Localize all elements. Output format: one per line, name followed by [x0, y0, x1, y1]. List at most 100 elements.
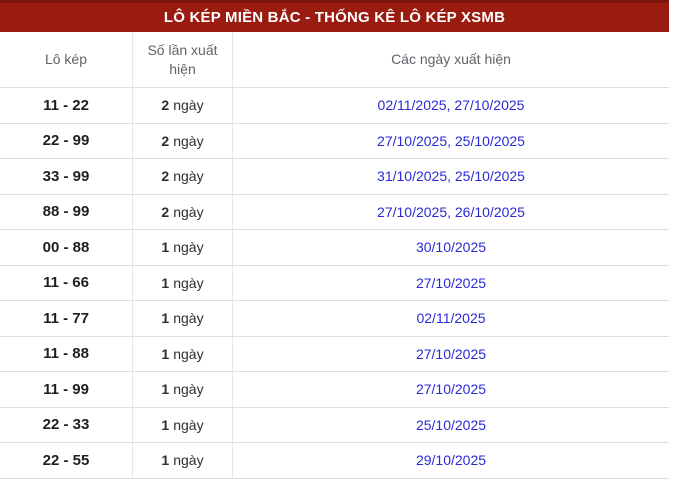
table-row: 22 - 99 2 ngày 27/10/2025, 25/10/2025 [0, 123, 669, 159]
count-number: 2 [161, 97, 170, 114]
pair-cell: 88 - 99 [0, 194, 133, 229]
count-number: 2 [161, 132, 170, 149]
pair-cell: 11 - 22 [0, 88, 133, 123]
count-unit: ngày [173, 345, 204, 362]
date-link[interactable]: 27/10/2025 [454, 97, 525, 114]
count-cell: 2 ngày [133, 194, 233, 229]
date-separator: , [447, 132, 455, 149]
pair-text: 11 - 88 [43, 345, 89, 363]
count-cell: 1 ngày [133, 443, 233, 478]
column-header-so-lan-xuat-hien: Số lần xuất hiện [133, 32, 233, 87]
pair-text: 88 - 99 [42, 203, 90, 221]
table-header-row: Lô kép Số lần xuất hiện Các ngày xuất hi… [0, 32, 669, 88]
table-row: 11 - 99 1 ngày 27/10/2025 [0, 372, 669, 408]
date-link[interactable]: 02/11/2025 [377, 97, 447, 114]
count-unit: ngày [173, 416, 204, 433]
count-cell: 2 ngày [133, 123, 233, 158]
title-bar: LÔ KÉP MIỀN BẮC - THỐNG KÊ LÔ KÉP XSMB [0, 0, 669, 32]
table-row: 00 - 88 1 ngày 30/10/2025 [0, 230, 669, 266]
page-title: LÔ KÉP MIỀN BẮC - THỐNG KÊ LÔ KÉP XSMB [163, 9, 506, 26]
date-separator: , [446, 97, 455, 114]
count-number: 1 [161, 310, 170, 327]
count-unit: ngày [173, 310, 204, 327]
pair-cell: 22 - 99 [0, 123, 133, 158]
count-number: 1 [161, 239, 170, 256]
dates-cell: 29/10/2025 [233, 443, 669, 478]
pair-text: 33 - 99 [42, 167, 90, 185]
pair-cell: 22 - 55 [0, 443, 133, 478]
pair-cell: 11 - 88 [0, 336, 133, 371]
table-row: 22 - 33 1 ngày 25/10/2025 [0, 407, 669, 443]
count-cell: 1 ngày [133, 265, 233, 300]
count-number: 1 [161, 345, 170, 362]
dates-cell: 31/10/2025, 25/10/2025 [233, 159, 669, 194]
count-cell: 2 ngày [133, 88, 233, 123]
date-link[interactable]: 27/10/2025 [377, 132, 448, 149]
dates-cell: 27/10/2025 [233, 337, 669, 372]
date-link[interactable]: 25/10/2025 [415, 416, 487, 433]
count-cell: 2 ngày [133, 159, 233, 194]
dates-cell: 27/10/2025 [233, 266, 669, 301]
pair-cell: 22 - 33 [0, 407, 133, 442]
count-number: 1 [161, 274, 170, 291]
dates-cell: 27/10/2025, 25/10/2025 [233, 124, 669, 159]
column-header-cac-ngay-xuat-hien: Các ngày xuất hiện [391, 51, 511, 67]
date-link[interactable]: 27/10/2025 [415, 381, 487, 398]
table-row: 33 - 99 2 ngày 31/10/2025, 25/10/2025 [0, 159, 669, 195]
date-link[interactable]: 26/10/2025 [454, 203, 525, 220]
date-link[interactable]: 31/10/2025 [377, 168, 448, 185]
date-link[interactable]: 29/10/2025 [415, 452, 487, 469]
count-number: 2 [161, 203, 170, 220]
pair-text: 11 - 77 [43, 309, 89, 327]
pair-cell: 11 - 77 [0, 301, 133, 336]
lo-kep-table: Lô kép Số lần xuất hiện Các ngày xuất hi… [0, 32, 669, 479]
count-number: 1 [161, 381, 170, 398]
count-cell: 1 ngày [133, 301, 233, 336]
pair-cell: 00 - 88 [0, 230, 133, 265]
count-number: 2 [161, 168, 170, 185]
count-unit: ngày [173, 381, 204, 398]
date-link[interactable]: 25/10/2025 [454, 132, 525, 149]
count-unit: ngày [173, 203, 204, 220]
pair-cell: 33 - 99 [0, 159, 133, 194]
dates-cell: 25/10/2025 [233, 408, 669, 443]
date-link[interactable]: 27/10/2025 [415, 345, 487, 362]
count-cell: 1 ngày [133, 407, 233, 442]
count-number: 1 [161, 452, 170, 469]
table-row: 11 - 88 1 ngày 27/10/2025 [0, 336, 669, 372]
date-separator: , [447, 168, 455, 185]
pair-text: 00 - 88 [42, 238, 90, 256]
date-link[interactable]: 02/11/2025 [416, 310, 486, 327]
count-unit: ngày [173, 452, 204, 469]
table-row: 11 - 77 1 ngày 02/11/2025 [0, 301, 669, 337]
count-unit: ngày [173, 132, 204, 149]
dates-cell: 27/10/2025 [233, 372, 669, 407]
pair-text: 11 - 66 [43, 274, 89, 292]
table-row: 11 - 22 2 ngày 02/11/2025, 27/10/2025 [0, 88, 669, 124]
count-unit: ngày [173, 274, 204, 291]
column-header-lo-kep: Lô kép [0, 32, 133, 87]
count-cell: 1 ngày [133, 230, 233, 265]
count-cell: 1 ngày [133, 372, 233, 407]
date-separator: , [447, 203, 455, 220]
pair-text: 11 - 22 [43, 96, 89, 114]
count-unit: ngày [173, 239, 204, 256]
dates-cell: 27/10/2025, 26/10/2025 [233, 195, 669, 230]
dates-cell: 30/10/2025 [233, 230, 669, 265]
date-link[interactable]: 30/10/2025 [415, 239, 487, 256]
table-body: 11 - 22 2 ngày 02/11/2025, 27/10/2025 22… [0, 88, 669, 479]
table-row: 11 - 66 1 ngày 27/10/2025 [0, 265, 669, 301]
date-link[interactable]: 25/10/2025 [454, 168, 525, 185]
pair-cell: 11 - 66 [0, 265, 133, 300]
pair-text: 22 - 99 [42, 132, 90, 150]
dates-cell: 02/11/2025 [233, 301, 669, 336]
table-row: 22 - 55 1 ngày 29/10/2025 [0, 443, 669, 479]
table-row: 88 - 99 2 ngày 27/10/2025, 26/10/2025 [0, 194, 669, 230]
date-link[interactable]: 27/10/2025 [415, 274, 487, 291]
pair-text: 22 - 33 [42, 416, 90, 434]
dates-cell: 02/11/2025, 27/10/2025 [233, 88, 669, 123]
count-cell: 1 ngày [133, 336, 233, 371]
date-link[interactable]: 27/10/2025 [377, 203, 448, 220]
count-number: 1 [161, 416, 170, 433]
